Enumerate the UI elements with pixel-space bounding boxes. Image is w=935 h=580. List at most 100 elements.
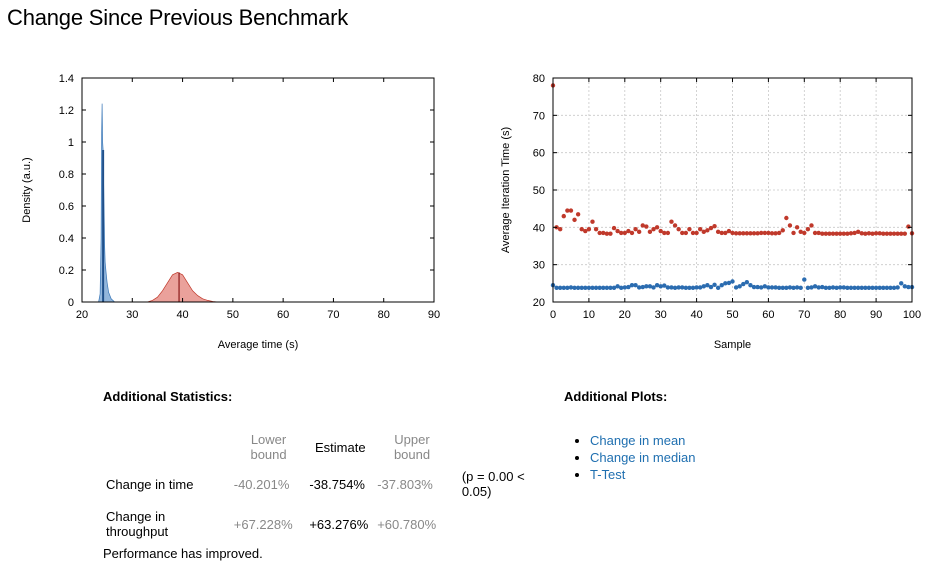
- data-point: [848, 285, 854, 291]
- data-point: [719, 230, 724, 236]
- data-point: [694, 230, 699, 236]
- data-point: [715, 229, 721, 235]
- upper-bound-value: -37.803%: [377, 476, 433, 492]
- x-tick-label: 40: [176, 309, 188, 321]
- data-point: [575, 285, 581, 291]
- data-point: [601, 230, 606, 236]
- data-point: [705, 283, 710, 288]
- x-axis-label: Average time (s): [218, 339, 299, 351]
- y-tick-label: 1.2: [59, 105, 74, 117]
- data-point: [633, 283, 638, 288]
- data-point: [640, 223, 645, 228]
- change-in-mean-link[interactable]: Change in mean: [590, 433, 686, 448]
- data-point: [906, 224, 911, 229]
- x-tick-label: 70: [327, 309, 339, 321]
- data-point: [690, 230, 696, 236]
- change-in-median-link[interactable]: Change in median: [590, 450, 696, 465]
- y-tick-label: 1.4: [59, 73, 74, 85]
- data-point: [615, 284, 620, 289]
- data-point: [654, 283, 660, 288]
- data-point: [575, 212, 581, 217]
- data-point: [690, 285, 696, 291]
- data-point: [629, 283, 635, 288]
- data-point: [870, 231, 875, 236]
- data-point: [848, 231, 854, 236]
- data-point: [680, 230, 685, 236]
- data-point: [640, 284, 645, 290]
- x-tick-label: 60: [762, 309, 774, 321]
- x-axis-label: Sample: [714, 339, 751, 351]
- data-point: [726, 228, 732, 234]
- data-point: [748, 231, 753, 236]
- density-chart: 20 30 40 50 60 70 80 90 0 0.2 0.4 0.6 0.8 1 1.2 1.4 Aver…: [21, 73, 440, 351]
- y-tick-label: 50: [533, 185, 545, 197]
- data-point: [590, 219, 595, 224]
- data-point: [561, 285, 566, 291]
- data-point: [622, 285, 627, 290]
- data-point: [895, 231, 900, 236]
- data-point: [608, 231, 613, 236]
- data-point: [902, 231, 908, 236]
- data-point: [741, 231, 746, 236]
- stats-header-row: Lower bound Estimate Upper bound: [103, 430, 543, 464]
- data-point: [687, 285, 692, 291]
- data-point: [744, 280, 750, 285]
- data-point: [820, 231, 825, 236]
- data-point: [619, 285, 624, 291]
- data-point: [622, 230, 627, 236]
- data-point: [773, 285, 778, 290]
- data-point: [687, 227, 692, 232]
- estimate-value: -38.754%: [309, 476, 365, 492]
- data-point: [873, 285, 879, 291]
- data-point: [611, 225, 617, 231]
- y-tick-label: 0.8: [59, 169, 74, 181]
- t-test-link[interactable]: T-Test: [590, 467, 626, 482]
- col-lower-bound: Lower bound: [250, 432, 287, 462]
- data-point: [561, 213, 566, 219]
- data-point: [755, 231, 760, 236]
- data-point: [841, 285, 846, 290]
- data-point: [881, 285, 886, 291]
- data-point: [769, 231, 775, 236]
- performance-note: Performance has improved.: [103, 546, 263, 561]
- data-point: [791, 285, 796, 291]
- x-tick-label: 90: [870, 309, 882, 321]
- data-point: [708, 225, 714, 231]
- data-point: [586, 285, 592, 291]
- data-point: [719, 283, 724, 288]
- data-point: [697, 285, 703, 290]
- data-point: [838, 231, 843, 236]
- x-tick-label: 80: [834, 309, 846, 321]
- data-point: [697, 227, 703, 232]
- data-point: [855, 285, 861, 291]
- y-tick-label: 0: [68, 297, 74, 309]
- data-point: [798, 285, 803, 291]
- x-tick-label: 50: [726, 309, 738, 321]
- data-point: [816, 230, 821, 236]
- data-point: [776, 285, 782, 291]
- data-point: [694, 285, 699, 290]
- y-tick-label: 0.6: [59, 201, 74, 213]
- data-point: [888, 231, 893, 236]
- data-point: [608, 285, 613, 291]
- data-point: [884, 285, 890, 291]
- upper-bound-value: +60.780%: [377, 516, 437, 532]
- data-point: [669, 219, 674, 224]
- additional-statistics: Additional Statistics: Lower bound Estim…: [103, 389, 543, 561]
- data-point: [565, 285, 570, 291]
- data-point: [845, 231, 850, 236]
- lower-bound-value: +67.228%: [233, 516, 293, 532]
- data-point: [723, 230, 728, 236]
- data-point: [798, 229, 803, 235]
- data-point: [787, 285, 793, 290]
- data-point: [579, 227, 584, 232]
- stats-table: Lower bound Estimate Upper bound Change …: [103, 430, 543, 544]
- page-title: Change Since Previous Benchmark: [7, 5, 349, 30]
- data-point: [899, 281, 904, 286]
- y-axis-label: Density (a.u.): [21, 157, 33, 222]
- data-point: [784, 285, 789, 291]
- data-point: [611, 285, 617, 291]
- y-axis-label: Average Iteration Time (s): [500, 127, 512, 253]
- data-point: [554, 285, 559, 291]
- data-point: [730, 279, 735, 284]
